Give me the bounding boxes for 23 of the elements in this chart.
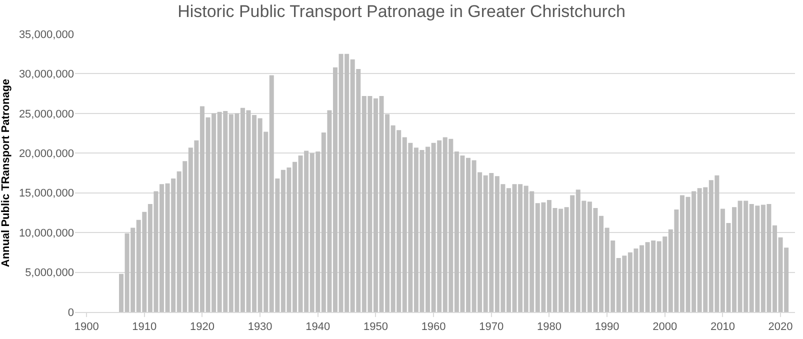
x-tick-label: 1990 (594, 321, 620, 334)
y-tick-label: 0 (68, 306, 74, 319)
x-tick-label: 1910 (132, 321, 157, 334)
y-tick-label: 35,000,000 (18, 28, 74, 41)
y-tick-label: 5,000,000 (25, 267, 74, 280)
x-tick-label: 2010 (710, 321, 735, 334)
y-axis-title: Annual Public TRansport Patronage (0, 78, 12, 268)
x-tick-label: 1930 (248, 321, 272, 334)
x-tick-label: 1920 (190, 321, 214, 334)
x-tick-label: 1950 (363, 321, 388, 334)
x-tick-label: 1900 (74, 321, 99, 334)
chart-title: Historic Public Transport Patronage in Greater Christchurch (178, 2, 626, 21)
y-tick-label: 20,000,000 (18, 148, 74, 160)
x-tick-label: 2020 (768, 321, 793, 334)
y-tick-label: 15,000,000 (18, 188, 74, 200)
x-tick-label: 1940 (306, 321, 330, 334)
y-tick-label: 10,000,000 (18, 227, 74, 240)
y-tick-label: 25,000,000 (18, 108, 74, 120)
x-tick-label: 2000 (652, 321, 678, 334)
y-tick-label: 30,000,000 (18, 68, 74, 81)
x-tick-label: 1970 (479, 321, 504, 334)
x-tick-label: 1960 (421, 321, 446, 334)
x-tick-label: 1980 (536, 321, 562, 334)
